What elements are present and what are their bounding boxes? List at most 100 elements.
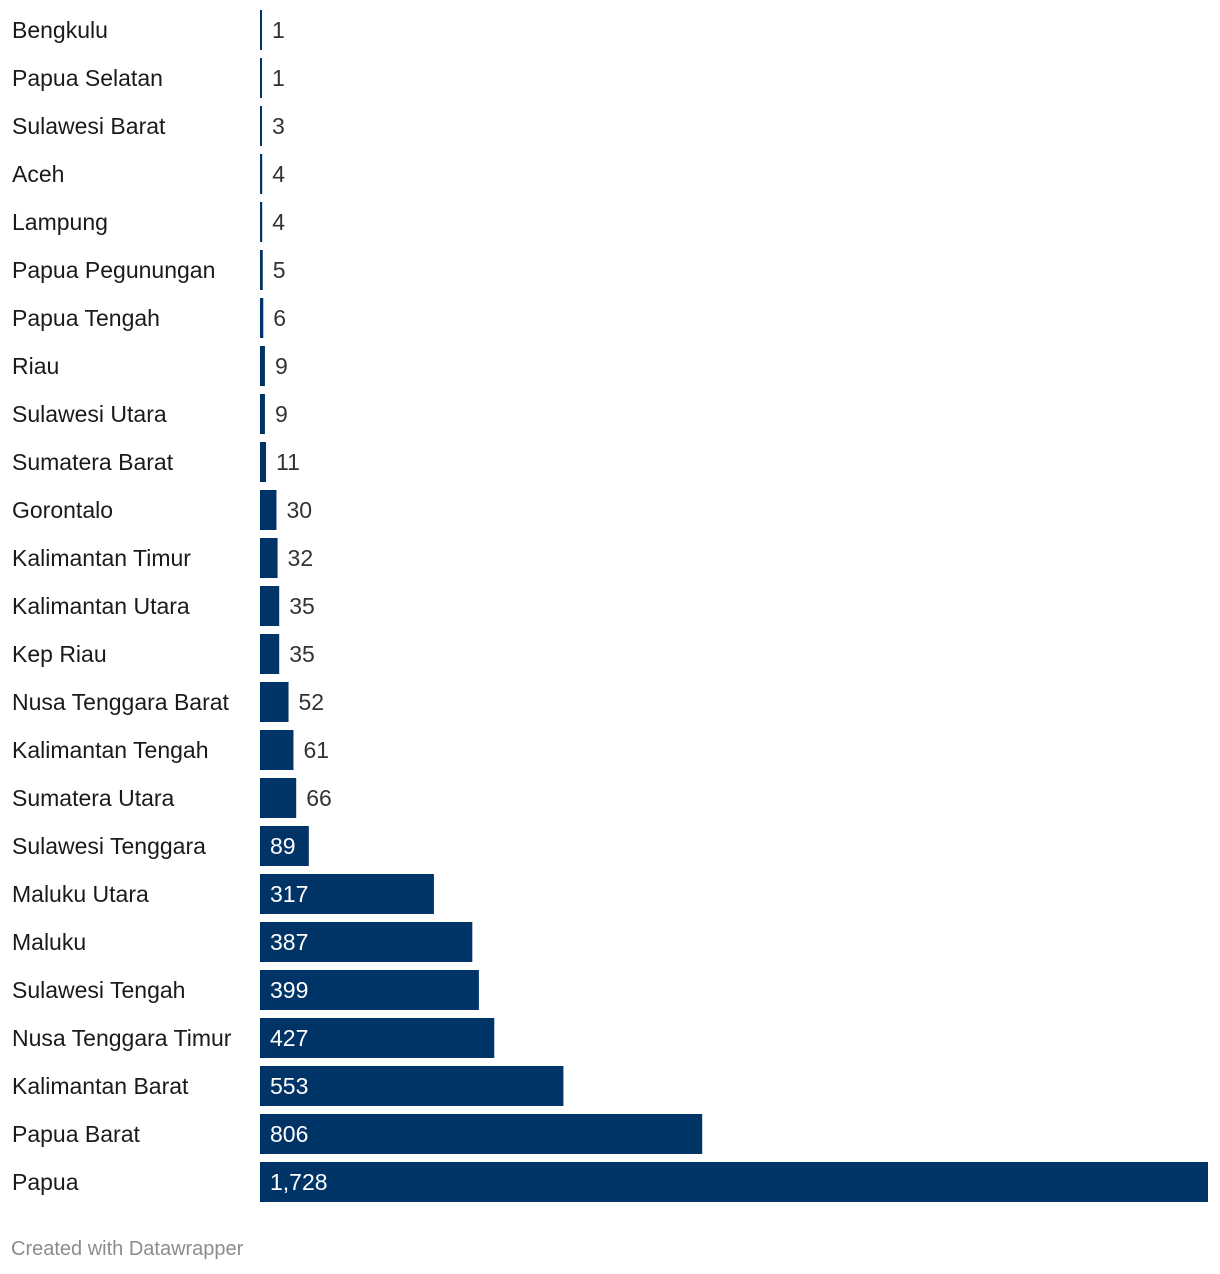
value-label: 61 [303,737,329,763]
category-label: Kalimantan Utara [12,593,190,619]
bar [260,586,280,626]
category-label: Kalimantan Tengah [12,737,209,763]
value-label: 553 [270,1073,308,1099]
bar [260,10,262,50]
value-label: 11 [276,449,300,475]
bar-row: Sumatera Barat 11 [12,442,300,482]
bar-chart: Bengkulu 1 Papua Selatan 1 Sulawesi Barat 3 Ac… [12,10,1208,1202]
category-label: Sulawesi Tengah [12,977,185,1003]
value-label: 4 [272,161,285,187]
bar [260,1066,564,1106]
bar [260,346,265,386]
bar [260,1162,1208,1202]
category-label: Sumatera Barat [12,449,174,475]
category-label: Sulawesi Tenggara [12,833,206,859]
bar [260,730,294,770]
category-label: Nusa Tenggara Barat [12,689,230,715]
category-label: Kep Riau [12,641,107,667]
value-label: 52 [299,689,325,715]
bar-row: Sumatera Utara 66 [12,778,332,818]
bar-row: Kalimantan Tengah 61 [12,730,329,770]
bar [260,538,278,578]
bar [260,106,262,146]
category-label: Riau [12,353,59,379]
value-label: 806 [270,1121,308,1147]
value-label: 387 [270,929,308,955]
bar [260,394,265,434]
value-label: 4 [272,209,285,235]
category-label: Gorontalo [12,497,113,523]
datawrapper-credit: Created with Datawrapper [11,1238,244,1260]
bar-row: Nusa Tenggara Timur 427 [12,1018,495,1058]
value-label: 66 [306,785,332,811]
bar-row: Papua 1,728 [12,1162,1208,1202]
value-label: 35 [289,593,315,619]
value-label: 317 [270,881,308,907]
bar [260,490,277,530]
bar-row: Sulawesi Barat 3 [12,106,285,146]
category-label: Sulawesi Utara [12,401,167,427]
bar [260,874,434,914]
bar-row: Sulawesi Utara 9 [12,394,288,434]
value-label: 9 [275,353,288,379]
value-label: 9 [275,401,288,427]
bar-row: Bengkulu 1 [12,10,285,50]
value-label: 399 [270,977,308,1003]
category-label: Papua Barat [12,1121,140,1147]
bar [260,682,289,722]
bar-row: Kep Riau 35 [12,634,315,674]
bar [260,778,297,818]
bar-row: Nusa Tenggara Barat 52 [12,682,324,722]
category-label: Papua [12,1169,79,1195]
bar-row: Gorontalo 30 [12,490,312,530]
category-label: Papua Selatan [12,65,163,91]
bar-row: Papua Selatan 1 [12,58,285,98]
value-label: 3 [272,113,285,139]
bar [260,1018,495,1058]
value-label: 30 [286,497,312,523]
bar-row: Maluku Utara 317 [12,874,434,914]
value-label: 35 [289,641,315,667]
bar-row: Kalimantan Utara 35 [12,586,315,626]
category-label: Maluku Utara [12,881,149,907]
value-label: 427 [270,1025,308,1051]
value-label: 1 [272,65,285,91]
bar [260,202,263,242]
category-label: Aceh [12,161,64,187]
bar-row: Papua Barat 806 [12,1114,703,1154]
bar-row: Kalimantan Barat 553 [12,1066,564,1106]
bar-row: Papua Tengah 6 [12,298,286,338]
bar [260,58,262,98]
bar-row: Lampung 4 [12,202,285,242]
bar-row: Aceh 4 [12,154,285,194]
category-label: Maluku [12,929,86,955]
bar-row: Sulawesi Tengah 399 [12,970,479,1010]
value-label: 32 [288,545,314,571]
category-label: Lampung [12,209,108,235]
bar-row: Kalimantan Timur 32 [12,538,313,578]
bar [260,1114,703,1154]
bar-row: Papua Pegunungan 5 [12,250,286,290]
category-label: Kalimantan Barat [12,1073,189,1099]
value-label: 1,728 [270,1169,328,1195]
bar [260,922,473,962]
category-label: Kalimantan Timur [12,545,191,571]
value-label: 5 [273,257,286,283]
bar [260,298,264,338]
value-label: 1 [272,17,285,43]
category-label: Nusa Tenggara Timur [12,1025,232,1051]
bar [260,250,263,290]
bar [260,634,280,674]
category-label: Sumatera Utara [12,785,175,811]
value-label: 6 [273,305,286,331]
bar [260,442,267,482]
bar-row: Sulawesi Tenggara 89 [12,826,309,866]
category-label: Papua Tengah [12,305,160,331]
bar-row: Maluku 387 [12,922,473,962]
category-label: Papua Pegunungan [12,257,215,283]
bar [260,826,309,866]
category-label: Bengkulu [12,17,108,43]
bar-row: Riau 9 [12,346,288,386]
bar [260,154,263,194]
bar [260,970,479,1010]
